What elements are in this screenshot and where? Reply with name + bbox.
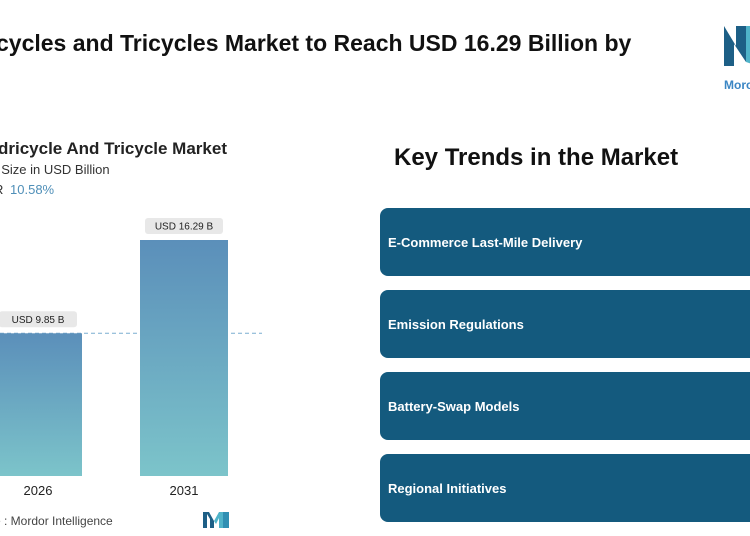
data-label: USD 9.85 B bbox=[12, 315, 65, 326]
trend-label: Emission Regulations bbox=[388, 316, 524, 332]
cagr-line: R 10.58% bbox=[0, 182, 54, 197]
trend-card-ecommerce[interactable]: E-Commerce Last-Mile Delivery bbox=[380, 208, 750, 276]
mordor-logo-icon bbox=[724, 26, 750, 66]
source-note: e : Mordor Intelligence bbox=[0, 514, 113, 528]
bar-2031 bbox=[140, 240, 228, 476]
trend-label: Battery-Swap Models bbox=[388, 398, 520, 414]
page-headline: cycles and Tricycles Market to Reach USD… bbox=[0, 30, 632, 56]
trend-card-emission[interactable]: Emission Regulations bbox=[380, 290, 750, 358]
x-tick-label: 2031 bbox=[170, 483, 199, 498]
cagr-label: R bbox=[0, 182, 3, 197]
cagr-value: 10.58% bbox=[10, 182, 55, 197]
trends-title: Key Trends in the Market bbox=[394, 144, 679, 171]
mordor-mark-icon bbox=[203, 512, 229, 528]
trend-label: E-Commerce Last-Mile Delivery bbox=[388, 234, 583, 250]
data-label-bg bbox=[0, 311, 77, 328]
trend-label: Regional Initiatives bbox=[388, 480, 507, 496]
x-tick-label: 2026 bbox=[24, 483, 53, 498]
chart-title: dricycle And Tricycle Market bbox=[0, 139, 227, 158]
trend-card-regional[interactable]: Regional Initiatives bbox=[380, 454, 750, 522]
trend-card-battery-swap[interactable]: Battery-Swap Models bbox=[380, 372, 750, 440]
bar-chart: USD 9.85 B 2026 USD 16.29 B 2031 bbox=[0, 218, 262, 498]
logo-text: Morc bbox=[724, 78, 750, 92]
data-label: USD 16.29 B bbox=[155, 222, 214, 233]
bar-2026 bbox=[0, 333, 82, 476]
chart-subtitle: t Size in USD Billion bbox=[0, 162, 110, 177]
data-label-bg bbox=[145, 218, 223, 234]
